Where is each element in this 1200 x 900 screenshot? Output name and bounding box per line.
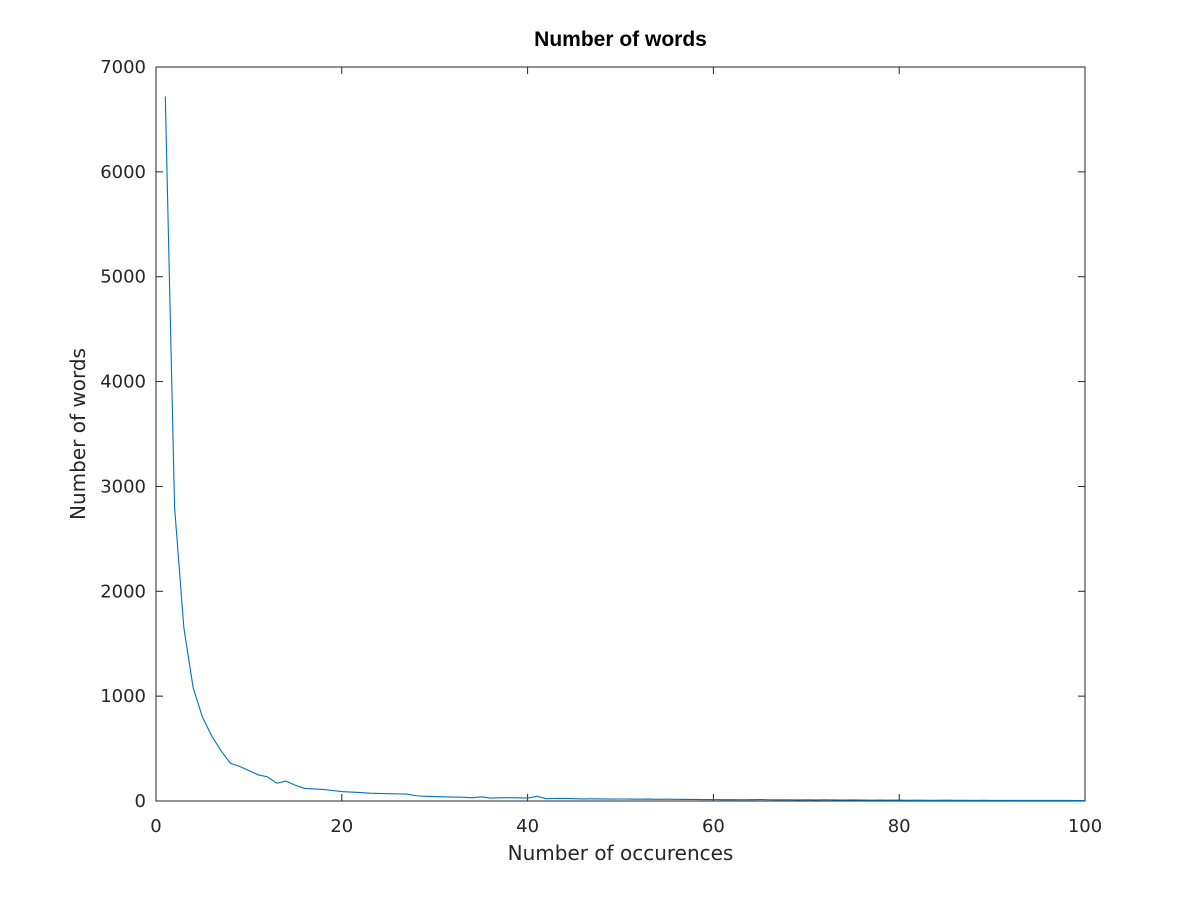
x-tick-label: 60 (702, 816, 725, 837)
x-tick-label: 100 (1068, 816, 1102, 837)
y-tick-label: 5000 (100, 267, 146, 288)
chart-title: Number of words (534, 28, 707, 51)
y-tick-label: 1000 (100, 686, 146, 707)
x-tick-label: 0 (150, 816, 161, 837)
y-tick-label: 0 (135, 791, 146, 812)
y-tick-label: 6000 (100, 162, 146, 183)
x-tick-label: 20 (330, 816, 353, 837)
x-axis-label: Number of occurences (508, 841, 734, 865)
y-axis-label: Number of words (66, 348, 90, 520)
y-axis: 0 1000 2000 3000 4000 5000 6000 7000 (100, 57, 1085, 812)
x-tick-label: 40 (516, 816, 539, 837)
y-tick-label: 4000 (100, 372, 146, 393)
x-tick-label: 80 (888, 816, 911, 837)
y-tick-label: 3000 (100, 476, 146, 497)
plot-frame (155, 66, 1086, 802)
series-line-number-of-words (164, 96, 1085, 802)
y-tick-label: 7000 (100, 57, 146, 78)
x-axis: 0 20 40 60 80 100 (150, 67, 1102, 837)
y-tick-label: 2000 (100, 581, 146, 602)
